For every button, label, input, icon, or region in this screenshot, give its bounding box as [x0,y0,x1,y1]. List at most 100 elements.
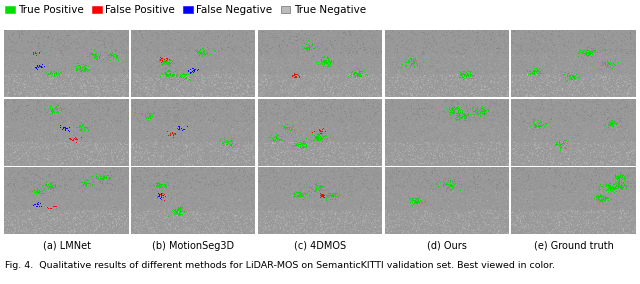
Point [286,54,296,59]
Point [416,222,426,226]
Point [412,135,422,140]
Point [341,82,351,87]
Point [355,216,365,220]
Point [166,68,176,73]
Point [146,84,156,88]
Point [291,109,301,114]
Point [389,51,399,55]
Point [180,73,190,78]
Point [275,169,285,174]
Point [54,104,65,109]
Point [57,69,67,74]
Point [330,44,340,48]
Point [29,168,40,172]
Point [122,204,132,209]
Point [445,225,455,230]
Point [82,196,92,200]
Point [462,178,472,182]
Point [60,145,70,149]
Point [298,202,308,207]
Point [424,124,435,128]
Point [308,209,319,214]
Point [365,83,376,87]
Point [467,128,477,133]
Point [20,187,31,191]
Point [320,93,330,98]
Point [385,181,395,186]
Point [533,123,543,127]
Point [477,190,488,194]
Point [205,60,216,64]
Point [213,30,223,34]
Point [163,83,173,88]
Point [97,223,108,227]
Point [249,199,259,203]
Point [617,39,627,44]
Point [540,119,550,124]
Point [410,177,420,181]
Point [344,91,354,96]
Point [164,60,175,65]
Point [156,107,166,111]
Point [241,118,251,123]
Point [507,111,517,116]
Point [417,32,427,36]
Point [6,58,16,63]
Point [19,172,29,176]
Point [413,129,423,133]
Point [205,33,215,37]
Point [225,133,235,138]
Point [69,207,79,211]
Point [520,163,531,168]
Point [326,168,336,173]
Point [476,62,486,66]
Point [616,45,627,49]
Point [308,174,318,179]
Point [518,130,529,134]
Point [168,86,179,90]
Point [186,172,196,176]
Point [58,146,68,150]
Point [310,91,320,96]
Point [2,229,12,234]
Point [285,90,295,95]
Point [483,106,493,110]
Point [460,135,470,140]
Point [83,118,93,122]
Point [622,93,632,97]
Point [170,161,180,166]
Point [204,227,214,231]
Point [561,160,571,164]
Point [458,152,468,156]
Point [162,111,172,116]
Point [219,180,229,185]
Point [44,135,54,140]
Point [371,60,381,64]
Point [132,117,143,122]
Point [585,52,595,57]
Point [347,65,357,69]
Point [353,65,363,70]
Point [88,179,98,184]
Point [456,116,467,120]
Point [375,120,385,124]
Point [529,140,540,145]
Point [57,162,67,166]
Point [318,88,328,93]
Point [11,135,21,139]
Point [209,79,220,83]
Point [337,189,347,193]
Point [290,34,300,39]
Point [249,106,259,111]
Point [470,45,480,49]
Point [88,210,99,215]
Point [99,67,109,71]
Point [10,169,20,173]
Point [610,172,620,176]
Point [174,89,184,94]
Point [468,216,479,220]
Point [150,99,160,104]
Point [45,122,55,127]
Point [259,159,269,164]
Point [588,48,598,52]
